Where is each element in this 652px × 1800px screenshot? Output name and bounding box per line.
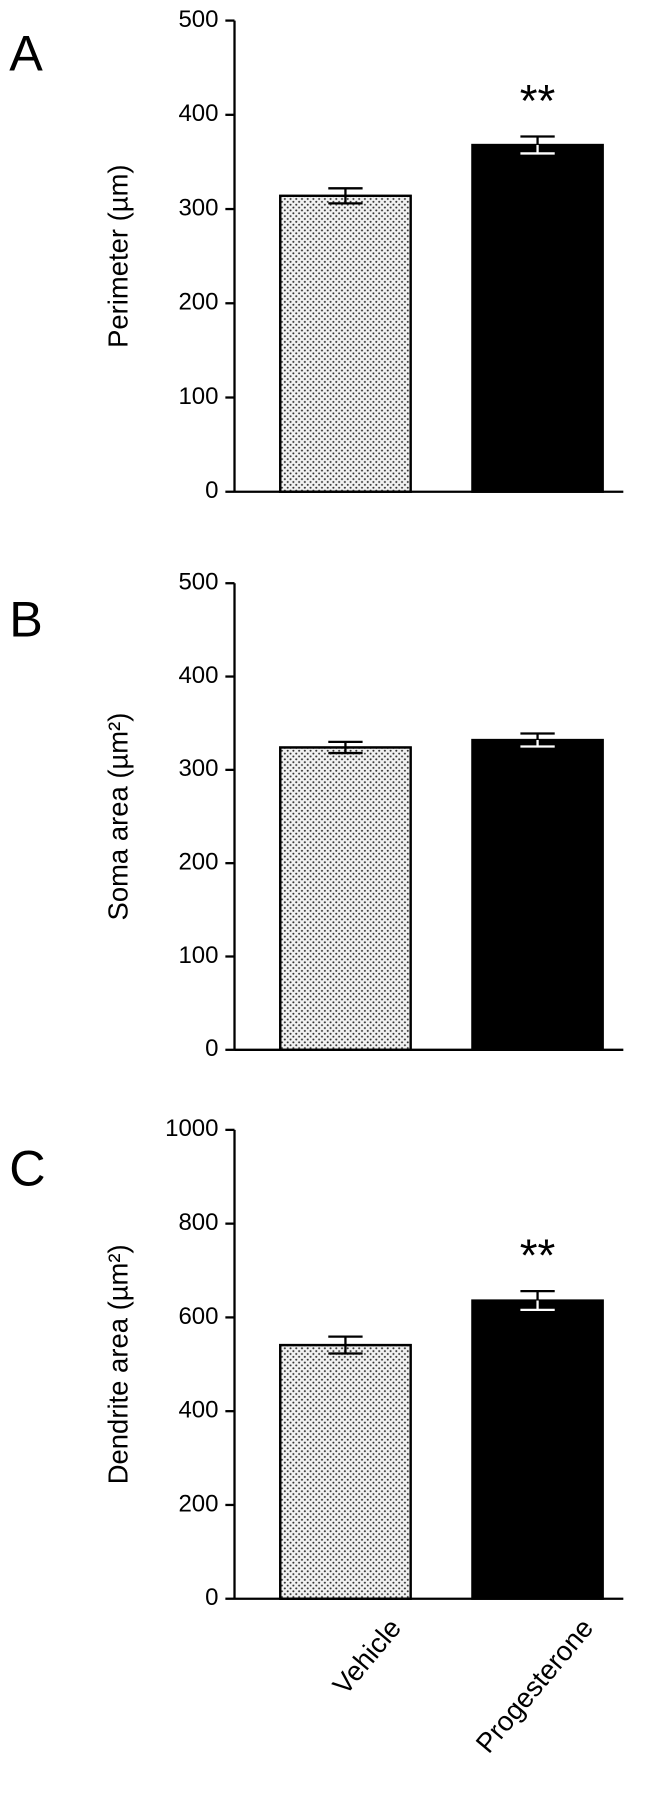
error-bar [328,740,363,755]
y-tick-label: 0 [205,1035,218,1062]
bar [471,143,604,493]
y-axis-label: Perimeter (µm) [102,164,133,348]
y-tick-label: 600 [178,1303,218,1330]
error-bar [328,1335,363,1355]
bar [471,1299,604,1600]
y-tick-label: 100 [178,383,218,410]
y-tick-label: 200 [178,849,218,876]
y-tick-label: 400 [178,662,218,689]
panel-letter: B [9,591,43,648]
error-bar [520,1290,555,1312]
bar [471,738,604,1051]
bar-hatch [279,1343,412,1600]
y-tick-label: 200 [178,289,218,316]
x-tick-label: Progesterone [470,1612,600,1758]
significance: ** [520,76,556,127]
y-tick-label: 200 [178,1490,218,1517]
panel-letter: A [9,24,43,81]
y-axis-label: Soma area (µm²) [102,713,133,921]
error-bar [520,732,555,748]
y-tick-label: 300 [178,755,218,782]
bar-hatch [279,194,412,493]
y-tick-label: 800 [178,1209,218,1236]
y-tick-label: 400 [178,1397,218,1424]
error-bar [520,135,555,155]
y-tick-label: 0 [205,477,218,504]
y-tick-label: 100 [178,942,218,969]
y-tick-label: 0 [205,1584,218,1611]
error-bar [328,187,363,205]
panel-letter: C [9,1139,45,1196]
y-tick-label: 500 [178,6,218,33]
significance: ** [520,1230,556,1281]
y-tick-label: 1000 [165,1115,218,1142]
y-tick-label: 300 [178,194,218,221]
y-tick-label: 500 [178,569,218,596]
y-axis-label: Dendrite area (µm²) [102,1244,133,1484]
bar-hatch [279,746,412,1051]
x-tick-label: Vehicle [326,1612,407,1700]
y-tick-label: 400 [178,100,218,127]
